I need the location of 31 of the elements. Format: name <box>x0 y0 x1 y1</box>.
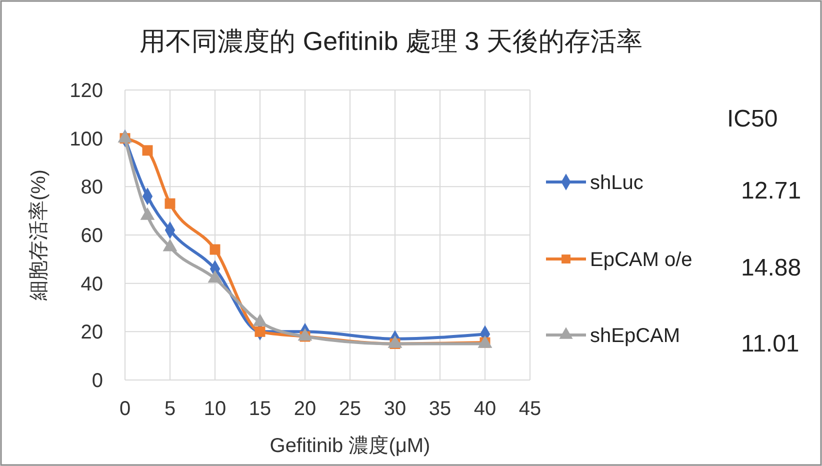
text: 12.71 <box>741 177 802 204</box>
point <box>142 145 153 156</box>
y-tick-label: 20 <box>80 322 103 344</box>
legend-label: shLuc <box>590 172 644 194</box>
point <box>254 326 266 337</box>
y-tick-label: 40 <box>80 273 103 296</box>
x-tick-label: 45 <box>518 398 542 420</box>
y-tick-label: 80 <box>80 176 103 199</box>
x-tick-label: 0 <box>119 398 131 420</box>
text: IC50 <box>727 105 778 132</box>
y-tick-label: 120 <box>70 80 103 102</box>
x-tick-label: 15 <box>248 398 272 420</box>
y-axis-title: 細胞存活率(%) <box>28 169 50 302</box>
x-axis-title: Gefitinib 濃度(μM) <box>270 435 430 457</box>
legend-label: shEpCAM <box>590 325 680 347</box>
x-tick-label: 40 <box>474 398 496 420</box>
chart-title: 用不同濃度的 Gefitinib 處理 3 天後的存活率 <box>140 26 642 56</box>
y-tick-label: 0 <box>92 370 103 392</box>
x-tick-label: 20 <box>294 398 316 420</box>
x-tick-label: 30 <box>384 398 406 420</box>
text: 14.88 <box>741 254 802 282</box>
x-tick-label: 25 <box>338 398 362 420</box>
legend-label: EpCAM o/e <box>590 249 692 271</box>
y-tick-label: 60 <box>80 225 103 247</box>
y-tick-label: 100 <box>70 128 103 150</box>
x-tick-label: 10 <box>204 398 226 420</box>
point <box>164 198 176 209</box>
x-tick-label: 5 <box>164 398 176 420</box>
x-tick-label: 35 <box>428 398 452 420</box>
point <box>210 244 220 255</box>
text: 11.01 <box>741 330 800 358</box>
